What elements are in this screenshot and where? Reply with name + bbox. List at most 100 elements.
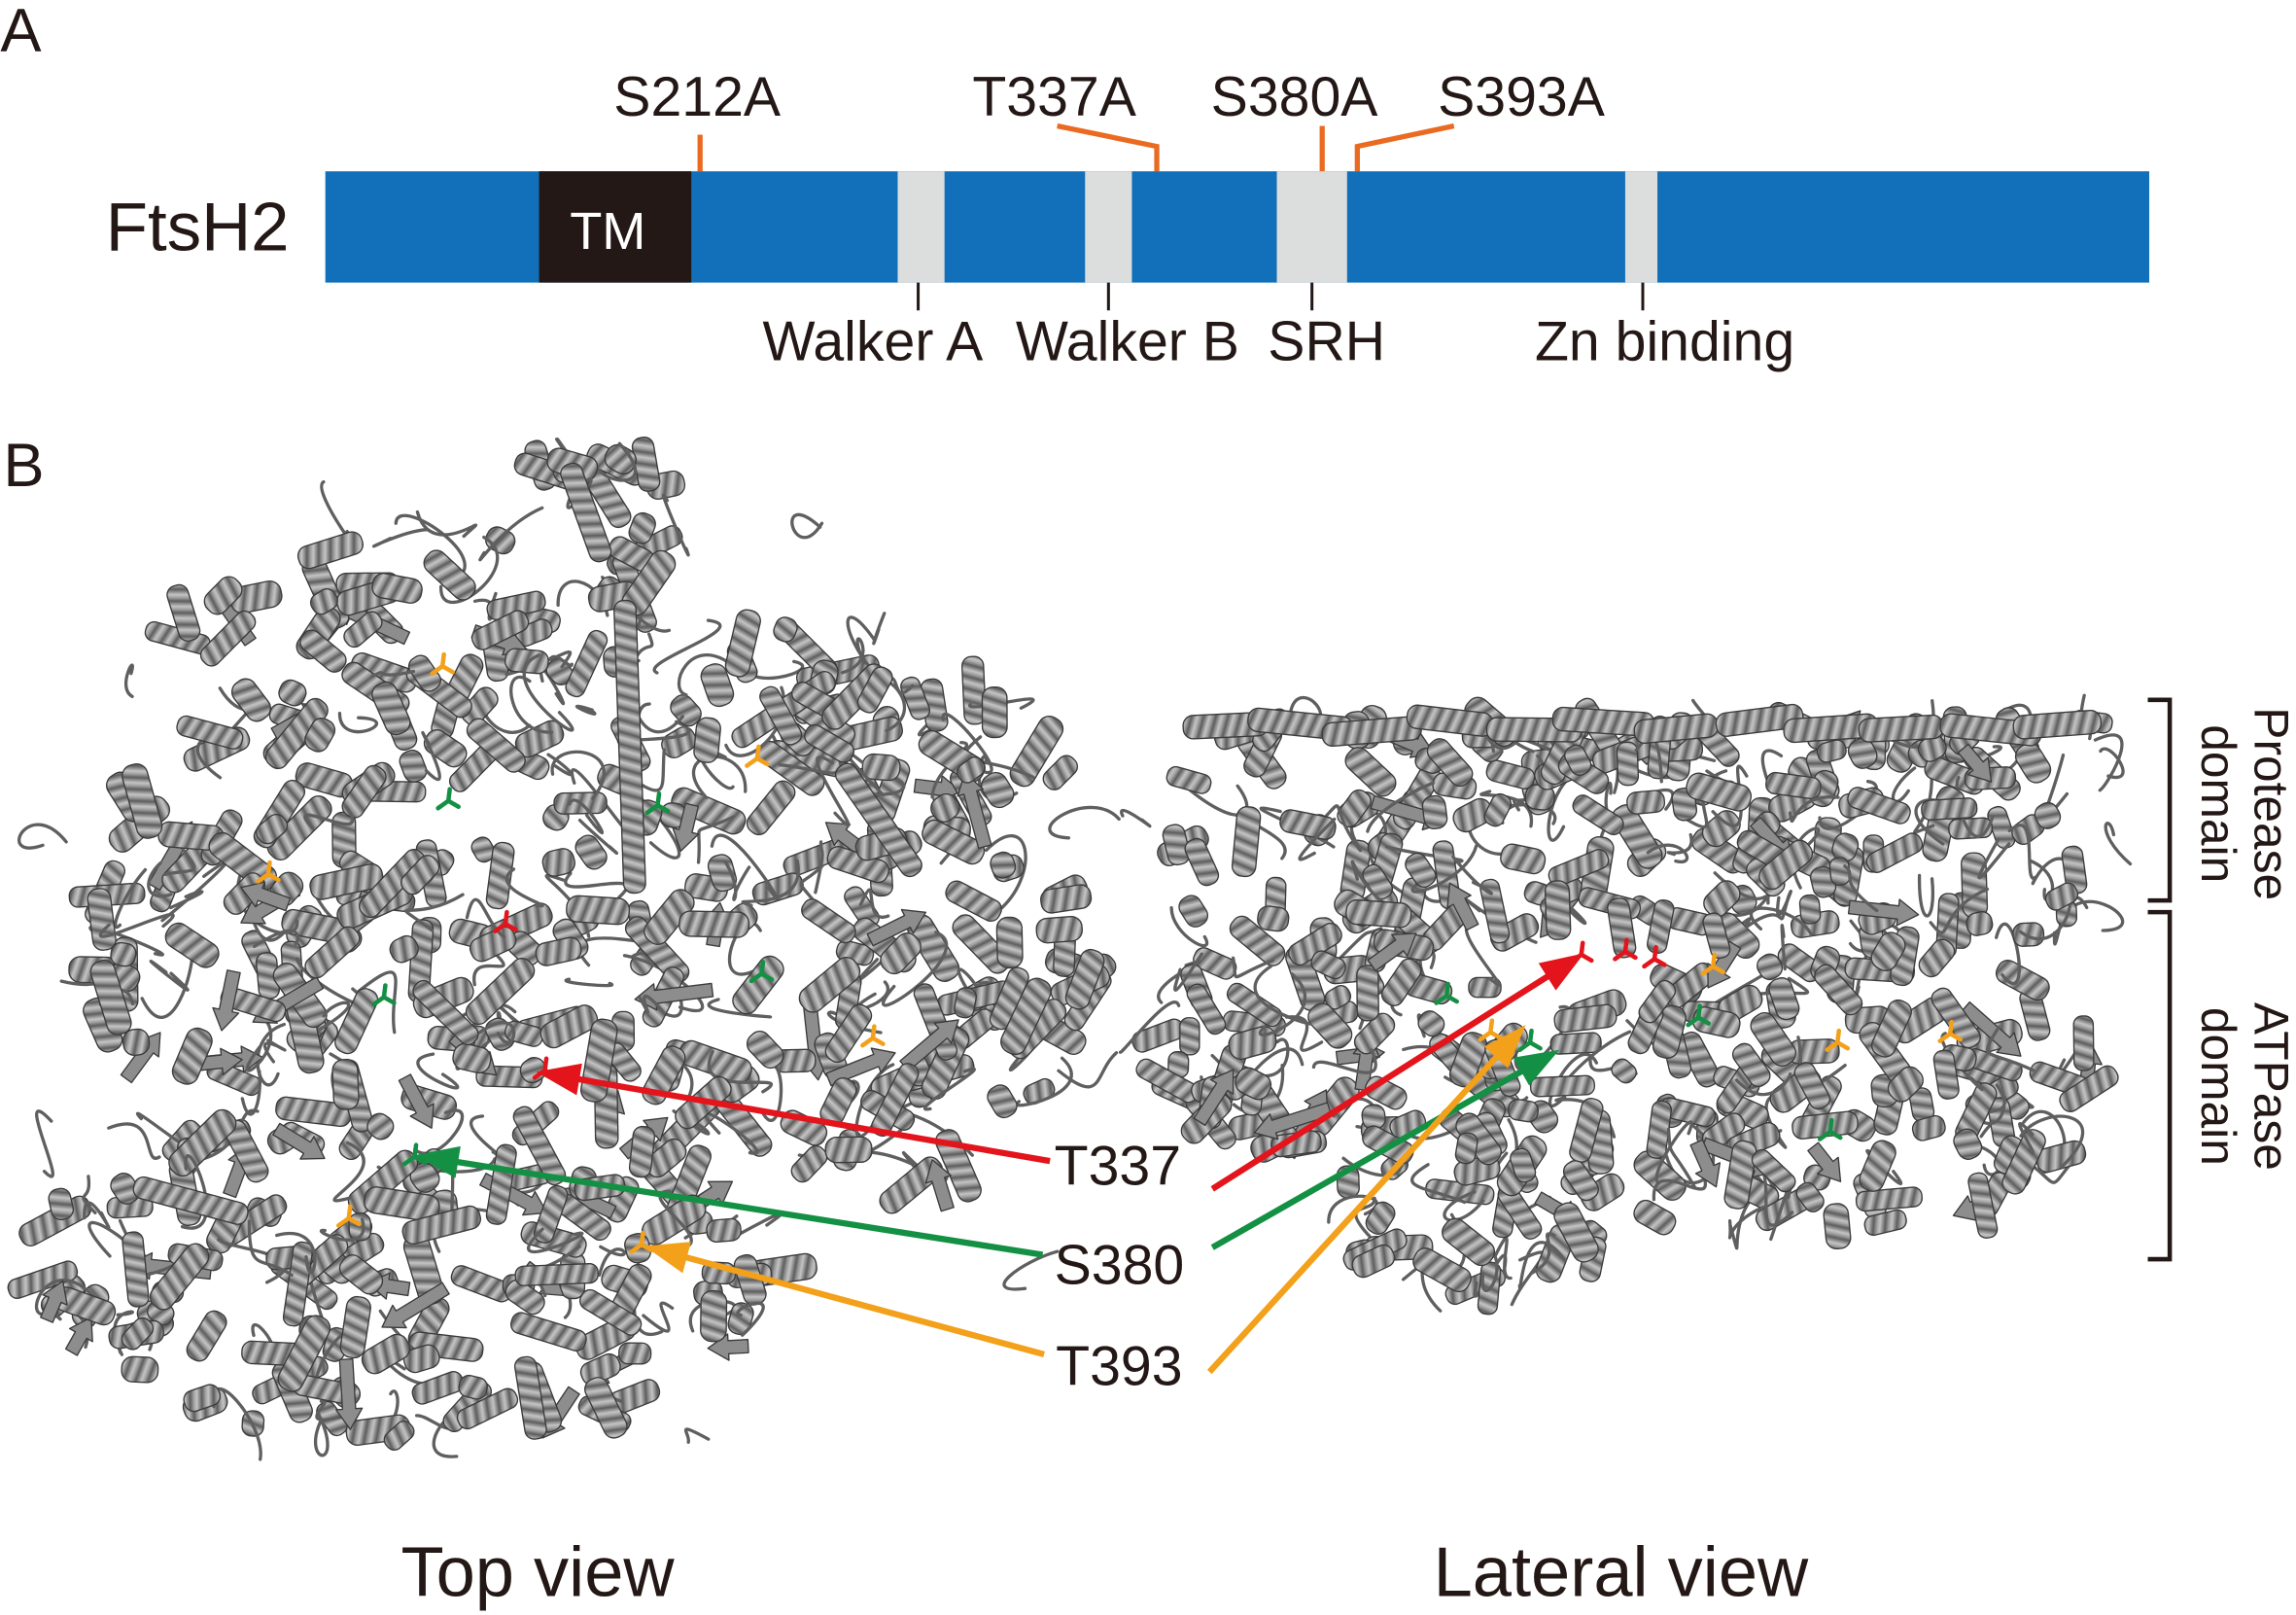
helix <box>277 1315 331 1392</box>
helix <box>2059 1065 2119 1112</box>
loop <box>550 750 606 800</box>
helix <box>334 988 379 1055</box>
helix <box>1731 1042 1771 1088</box>
loop <box>733 1211 784 1239</box>
helix <box>110 941 137 967</box>
helix <box>371 681 411 736</box>
tm-label: TM <box>570 202 645 261</box>
loop <box>1913 777 1935 834</box>
loop <box>2093 733 2124 792</box>
loop <box>1843 864 1879 913</box>
loop <box>262 1038 287 1064</box>
mutation-label-s393a: S393A <box>1438 66 1606 128</box>
helix <box>746 780 796 836</box>
helix <box>122 763 163 839</box>
helix <box>628 1125 656 1178</box>
protease-domain-bracket <box>2147 697 2173 903</box>
loop <box>683 1427 711 1444</box>
helix <box>230 678 271 722</box>
loop <box>1173 952 1203 992</box>
helix <box>456 1387 519 1430</box>
protein-name: FtsH2 <box>106 189 290 265</box>
helix <box>945 880 1002 922</box>
walker-a-segment <box>897 171 945 283</box>
loop <box>855 980 889 1011</box>
loop <box>1746 976 1810 998</box>
helix <box>1953 1128 1983 1160</box>
helix <box>1035 915 1083 944</box>
loop <box>1891 766 1917 804</box>
helix <box>203 576 243 615</box>
helix <box>1701 810 1741 848</box>
residue-stick <box>401 1142 428 1167</box>
helix <box>299 629 347 673</box>
helix <box>693 717 721 763</box>
loop <box>696 815 736 864</box>
atpase-domain-bracket <box>2147 909 2173 1262</box>
helix <box>1040 884 1093 914</box>
helix <box>1793 1062 1830 1110</box>
helix <box>824 1136 873 1164</box>
helix <box>343 611 383 649</box>
zn-binding-segment <box>1624 171 1658 283</box>
helix <box>707 854 738 893</box>
helix <box>1686 772 1753 812</box>
helix <box>790 1144 828 1183</box>
motif-label-zn-binding: Zn binding <box>1535 310 1794 372</box>
helix <box>149 1243 210 1311</box>
helix <box>861 753 901 782</box>
helix <box>1417 1010 1445 1037</box>
helix <box>341 764 387 819</box>
beta-strand <box>1689 1139 1722 1188</box>
helix <box>880 931 922 975</box>
loop <box>1048 805 1121 840</box>
helix <box>900 676 931 720</box>
helix <box>458 1374 488 1400</box>
residue-stick <box>1686 1003 1712 1028</box>
helix <box>1633 1199 1677 1236</box>
site-label-t393: T393 <box>1056 1336 1182 1398</box>
helix <box>186 1310 227 1362</box>
helix <box>954 987 977 1019</box>
helix <box>1009 715 1064 788</box>
mutation-label-s212a: S212A <box>613 66 782 128</box>
loop <box>1986 1025 2035 1072</box>
helix <box>2012 710 2103 740</box>
residue-stick <box>335 1204 362 1228</box>
loop <box>1284 1015 1324 1052</box>
helix <box>1165 765 1212 794</box>
loop <box>840 637 866 675</box>
helix <box>400 855 440 895</box>
helix <box>1765 771 1822 800</box>
beta-strand <box>1957 743 1993 783</box>
residue-stick <box>644 790 671 816</box>
loop <box>504 867 544 908</box>
helix <box>700 663 735 708</box>
helix <box>995 916 1024 969</box>
helix <box>700 1289 728 1343</box>
helix <box>1000 977 1052 1056</box>
helix <box>1508 1099 1539 1123</box>
helix <box>879 1156 944 1214</box>
helix <box>913 983 958 1061</box>
loop <box>984 834 1027 910</box>
helix <box>199 610 257 667</box>
arrow-t337-lateral-view <box>1210 953 1584 1192</box>
helix <box>824 1003 873 1064</box>
loop <box>1493 1236 1513 1281</box>
helix <box>981 686 1008 739</box>
helix <box>389 934 419 964</box>
loop <box>598 1245 626 1277</box>
loop <box>320 1217 365 1242</box>
helix <box>164 922 220 968</box>
helix <box>1231 806 1262 878</box>
helix <box>48 1187 75 1221</box>
helix <box>1500 843 1547 875</box>
beta-strand <box>1253 1102 1333 1141</box>
residue-stick <box>748 960 775 984</box>
beta-strand <box>212 969 241 1032</box>
helix <box>89 959 132 1036</box>
helix <box>1921 797 1978 821</box>
helix <box>1405 852 1437 888</box>
loop <box>652 618 722 675</box>
